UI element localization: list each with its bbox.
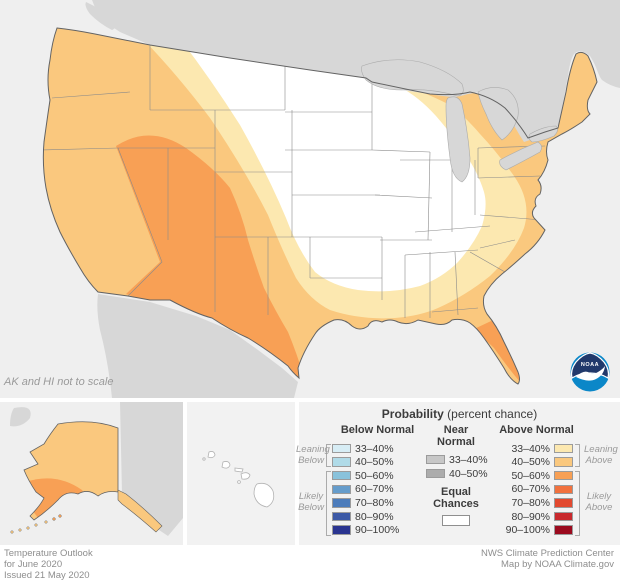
legend-title-rest: (percent chance) (443, 407, 538, 421)
bracket-likely-below (326, 471, 331, 536)
us-probability-map: NOAA (42, 0, 620, 398)
footer-caption-left: Temperature Outlook for June 2020 Issued… (4, 548, 93, 581)
footer-title: Temperature Outlook (4, 548, 93, 559)
legend-swatch-above-60-70 (554, 484, 573, 495)
hawaii-map (187, 402, 295, 545)
lake-huron (477, 87, 519, 141)
legend-swatch-below-90-100 (332, 525, 351, 535)
russia-landmass (10, 407, 31, 427)
canada-landmass (92, 0, 620, 142)
legend-swatch-above-50-60 (554, 470, 573, 481)
noaa-logo-gull-icon (576, 366, 605, 381)
legend-header-near: Near Normal (437, 424, 475, 448)
legend-swatch-below-60-70 (332, 484, 351, 495)
map-note: AK and HI not to scale (4, 376, 114, 388)
bracket-likely-above (575, 471, 580, 536)
legend-row-above-80-90: 80–90% (484, 511, 573, 522)
group-label-leaning-above: Leaning Above (584, 444, 618, 466)
legend-row-below-50-60: 50–60% (332, 470, 394, 481)
legend-header-below: Below Normal (340, 424, 415, 436)
noaa-logo-text: NOAA (581, 362, 599, 368)
footer-credit: Map by NOAA Climate.gov (501, 559, 614, 570)
legend-swatch-above-80-90 (554, 511, 573, 522)
equal-chances-label: Equal Chances (433, 486, 479, 510)
legend-swatch-above-40-50 (554, 457, 573, 467)
legend-swatch-near-33-40 (426, 454, 445, 465)
hawaiian-islands (202, 451, 275, 508)
legend-row-above-60-70: 60–70% (484, 484, 573, 495)
alaska-inset (0, 402, 183, 545)
legend-row-above-90-100: 90–100% (484, 525, 573, 536)
legend-row-above-33-40: 33–40% (484, 443, 573, 454)
legend-title: Probability (percent chance) (299, 407, 620, 421)
legend-panel: Probability (percent chance) Below Norma… (296, 402, 620, 545)
footer: Temperature Outlook for June 2020 Issued… (0, 545, 620, 585)
group-label-likely-below: Likely Below (298, 491, 324, 513)
footer-caption-right: NWS Climate Prediction Center Map by NOA… (481, 548, 614, 570)
legend-title-bold: Probability (381, 407, 444, 421)
band-equal-chances (168, 28, 486, 292)
footer-source: NWS Climate Prediction Center (480, 548, 614, 559)
bracket-leaning-below (326, 444, 331, 467)
lake-erie (499, 141, 542, 171)
hawaii-ocean (187, 402, 295, 545)
legend-row-near-33-40: 33–40% (426, 454, 488, 465)
legend-row-below-90-100: 90–100% (332, 525, 399, 536)
legend-swatch-near-40-50 (426, 468, 445, 479)
legend-row-above-50-60: 50–60% (484, 470, 573, 481)
legend-swatch-below-50-60 (332, 470, 351, 481)
legend-swatch-below-40-50 (332, 457, 351, 467)
legend-row-above-40-50: 40–50% (484, 457, 573, 468)
legend-row-above-70-80: 70–80% (484, 497, 573, 508)
legend-header-above: Above Normal (499, 424, 574, 436)
legend-swatch-above-90-100 (554, 525, 573, 535)
great-lakes (361, 59, 558, 183)
legend-row-below-60-70: 60–70% (332, 484, 394, 495)
state-boundaries (43, 40, 546, 318)
legend-swatch-below-33-40 (332, 443, 351, 454)
footer-issued-date: Issued 21 May 2020 (4, 570, 90, 581)
legend-row-near-40-50: 40–50% (426, 468, 488, 479)
alaska-map (0, 402, 183, 545)
lake-michigan (445, 96, 471, 183)
legend-row-below-40-50: 40–50% (332, 457, 394, 468)
noaa-logo: NOAA (570, 352, 610, 392)
legend-swatch-above-70-80 (554, 498, 573, 508)
group-label-leaning-below: Leaning Below (296, 444, 330, 466)
alaska-panhandle (117, 489, 163, 533)
legend-swatch-below-70-80 (332, 498, 351, 508)
map-canvas: NOAA AK and HI not to scale (0, 0, 620, 398)
hawaii-inset (187, 402, 295, 545)
legend-swatch-above-33-40 (554, 443, 573, 454)
equal-chances-swatch (442, 515, 470, 526)
legend-row-below-33-40: 33–40% (332, 443, 394, 454)
mexico-landmass (97, 294, 298, 398)
footer-period: for June 2020 (4, 559, 63, 570)
vancouver-island (85, 2, 115, 30)
group-label-likely-above: Likely Above (585, 491, 613, 513)
lake-superior (361, 59, 464, 97)
band-above-50-60-southwest (116, 135, 303, 382)
aleutian-islands (10, 514, 62, 534)
bracket-leaning-above (575, 444, 580, 467)
legend-row-below-70-80: 70–80% (332, 497, 394, 508)
legend-swatch-below-80-90 (332, 511, 351, 522)
legend-row-below-80-90: 80–90% (332, 511, 394, 522)
